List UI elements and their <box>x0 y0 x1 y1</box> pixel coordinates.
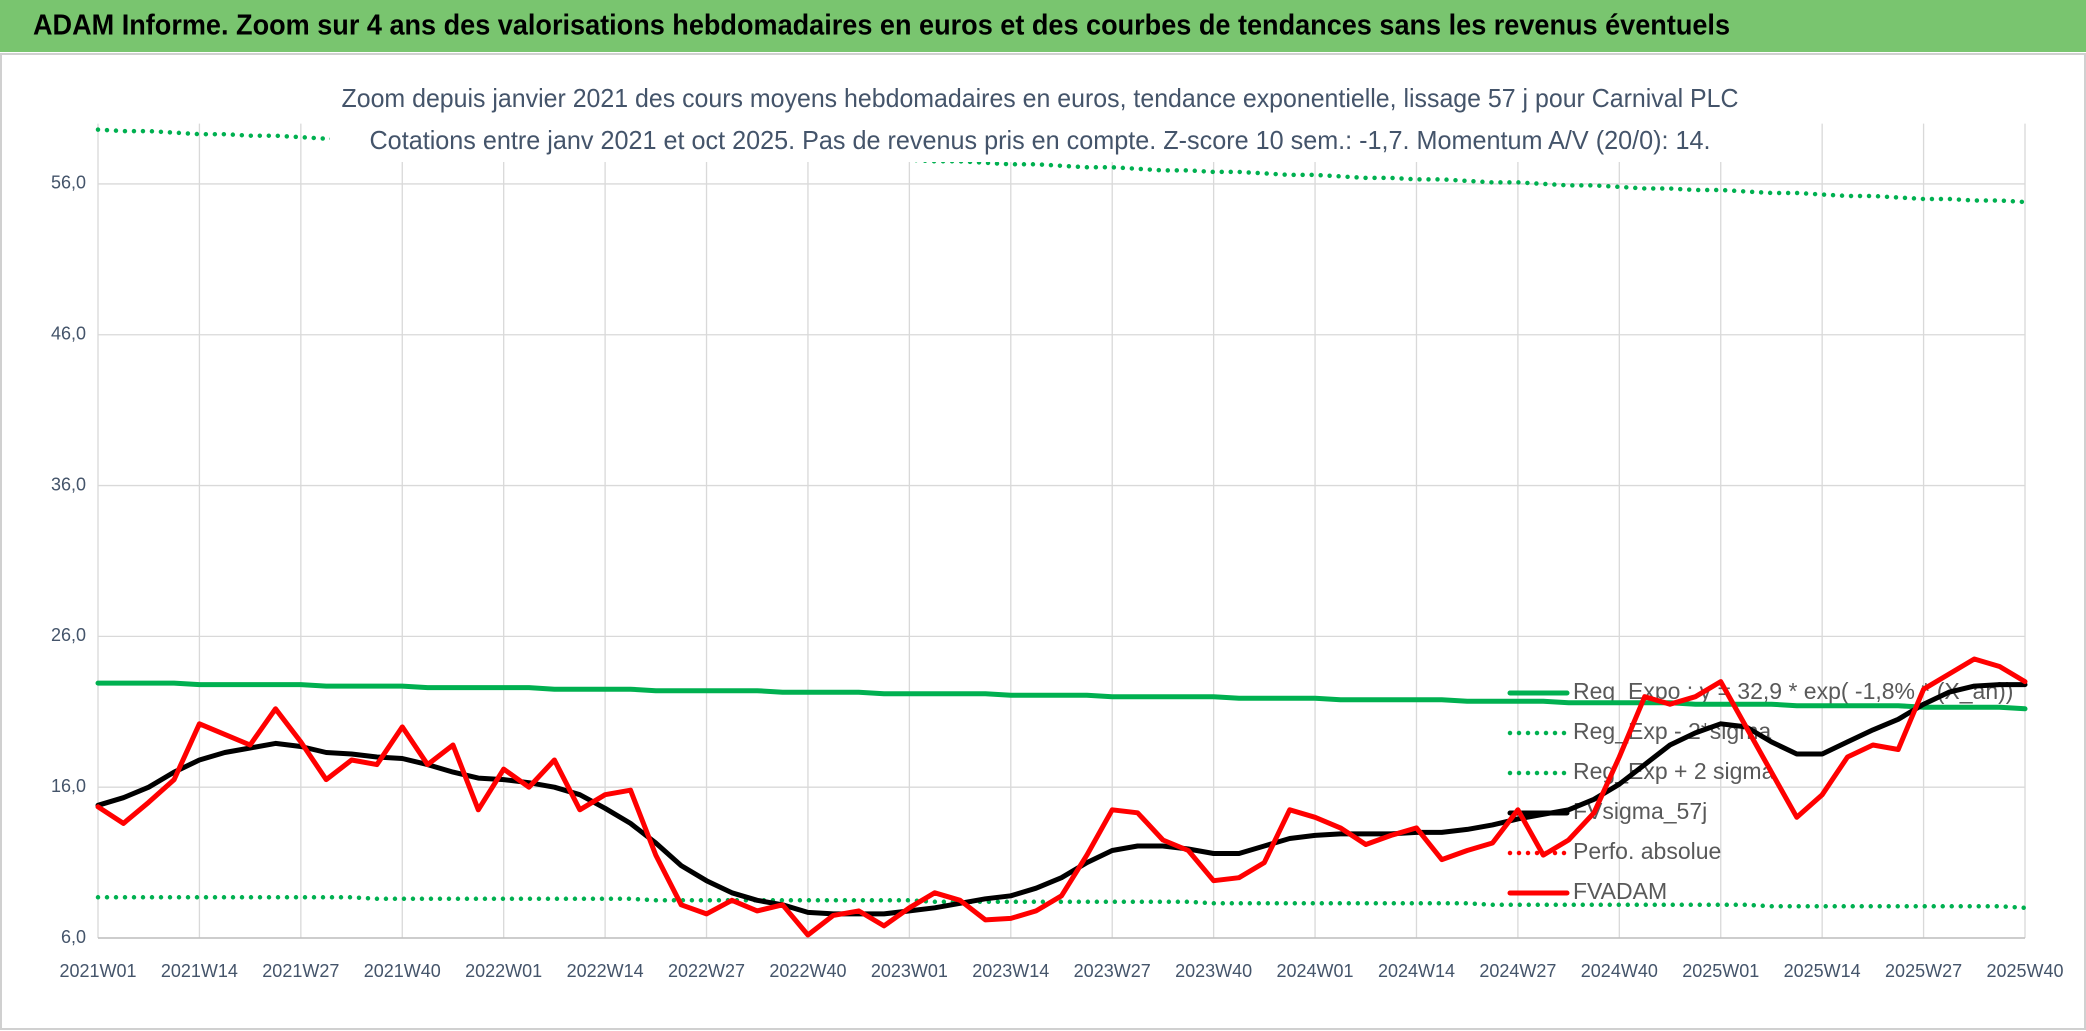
y-tick-label: 36,0 <box>51 474 86 494</box>
x-tick-label: 2023W14 <box>972 961 1049 981</box>
y-tick-label: 56,0 <box>51 173 86 193</box>
x-tick-label: 2022W40 <box>769 961 846 981</box>
y-tick-label: 6,0 <box>61 927 86 947</box>
x-tick-label: 2023W40 <box>1175 961 1252 981</box>
x-tick-label: 2024W01 <box>1277 961 1354 981</box>
series-line <box>95 680 2028 712</box>
x-tick-label: 2025W27 <box>1885 961 1962 981</box>
x-tick-label: 2025W01 <box>1682 961 1759 981</box>
series-line <box>95 895 2028 911</box>
series-line <box>95 127 2028 205</box>
header-title: ADAM Informe. Zoom sur 4 ans des valoris… <box>33 10 1730 42</box>
legend-label: Reg_Exp + 2 sigma <box>1573 758 1775 784</box>
legend-label: Perfo. absolue <box>1573 838 1721 864</box>
series-line <box>95 656 2028 938</box>
header-bar <box>0 0 2086 52</box>
chart-subtitle: Cotations entre janv 2021 et oct 2025. P… <box>370 125 1711 155</box>
x-tick-label: 2024W27 <box>1479 961 1556 981</box>
legend-label: FVADAM <box>1573 878 1667 904</box>
title-background <box>330 80 1750 162</box>
x-tick-label: 2021W27 <box>262 961 339 981</box>
x-tick-label: 2024W14 <box>1378 961 1455 981</box>
x-tick-label: 2021W14 <box>161 961 238 981</box>
x-tick-label: 2021W40 <box>364 961 441 981</box>
chart-frame <box>0 53 2086 1030</box>
x-tick-label: 2024W40 <box>1581 961 1658 981</box>
x-tick-label: 2022W14 <box>567 961 644 981</box>
x-tick-label: 2023W01 <box>871 961 948 981</box>
x-tick-label: 2021W01 <box>59 961 136 981</box>
x-tick-label: 2022W27 <box>668 961 745 981</box>
legend-label: Reg_Exp - 2*sigma <box>1573 718 1771 744</box>
series-line <box>95 682 2028 917</box>
x-tick-label: 2025W40 <box>1986 961 2063 981</box>
chart-title: Zoom depuis janvier 2021 des cours moyen… <box>342 83 1739 113</box>
y-tick-label: 16,0 <box>51 776 86 796</box>
x-tick-label: 2025W14 <box>1784 961 1861 981</box>
y-tick-label: 46,0 <box>51 323 86 343</box>
x-tick-label: 2023W27 <box>1074 961 1151 981</box>
y-tick-label: 26,0 <box>51 625 86 645</box>
x-tick-label: 2022W01 <box>465 961 542 981</box>
